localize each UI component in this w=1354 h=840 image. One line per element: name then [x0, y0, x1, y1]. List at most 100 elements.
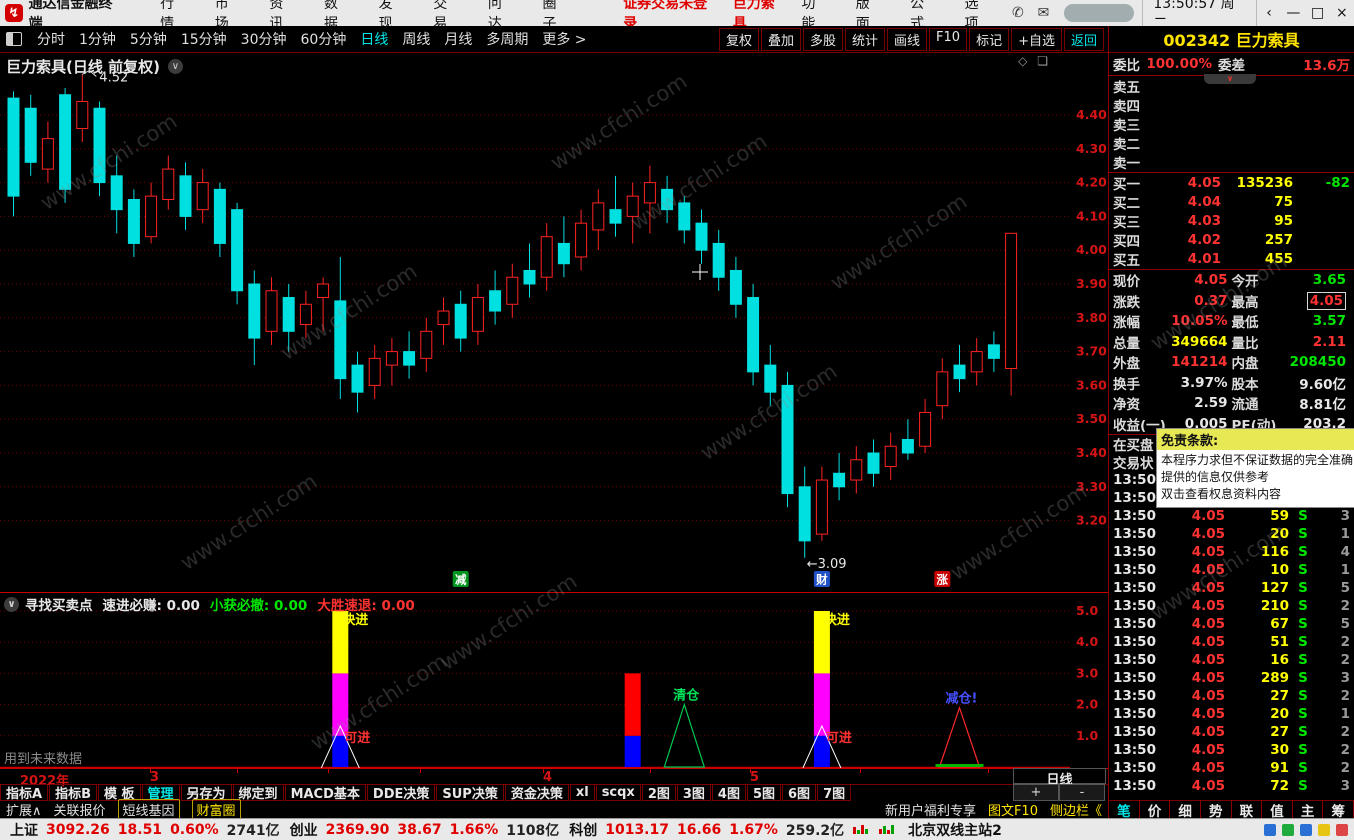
tape-row[interactable]: 13:50 4.05 72 S 3 [1109, 777, 1354, 795]
window-split-icon[interactable]: ❏ [1037, 54, 1048, 68]
indicator-tab[interactable]: 3图 [676, 784, 711, 802]
chevron-down-icon[interactable]: ∨ [4, 596, 19, 612]
close-button[interactable]: × [1336, 5, 1348, 21]
quote-section-row[interactable]: 在买盘 [1109, 435, 1354, 454]
zoom-out-button[interactable]: - [1059, 784, 1105, 801]
bottom-link[interactable]: 短线基因 [117, 799, 180, 820]
indicator-tab[interactable]: 5图 [746, 784, 782, 802]
tape-row[interactable]: 13:50 4.05 10 S 1 [1109, 561, 1354, 579]
back-button[interactable]: 返回 [1063, 27, 1104, 51]
period-item[interactable]: 多周期 [486, 32, 529, 48]
indicator-tab[interactable]: DDE决策 [366, 784, 436, 802]
tape-tab[interactable]: 细 [1170, 801, 1201, 820]
buy-level-row[interactable]: 买五 4.01 455 [1109, 250, 1354, 269]
sell-level-row[interactable]: 卖五 [1109, 76, 1354, 96]
indicator-tab[interactable]: SUP决策 [436, 784, 504, 802]
advance-decline-icon[interactable] [852, 821, 870, 839]
indicator-tab[interactable]: 指标A [0, 784, 49, 802]
toolbar-action-button[interactable]: 叠加 [760, 27, 801, 51]
indicator-tab[interactable]: 2图 [641, 784, 676, 802]
tape-row[interactable]: 13:50 4.05 127 S 5 [1109, 579, 1354, 597]
index-name[interactable]: 创业 [289, 823, 318, 839]
bottom-link[interactable]: 图文F10 [987, 804, 1038, 819]
avatar[interactable] [1064, 4, 1135, 22]
toolbar-action-button[interactable]: 画线 [887, 27, 928, 51]
indicator-tab[interactable]: scqx [595, 784, 641, 801]
tape-row[interactable]: 13:50 [1109, 471, 1354, 489]
tape-tab[interactable]: 联 [1232, 801, 1263, 820]
bottom-link[interactable]: 财富圈 [191, 799, 241, 820]
indicator-tab[interactable]: 4图 [711, 784, 746, 802]
zoom-in-button[interactable]: + [1013, 784, 1059, 801]
period-daily[interactable]: 日线 [360, 32, 389, 48]
toolbar-action-button[interactable]: F10 [929, 27, 968, 51]
stock-code-name[interactable]: 002342 巨力索具 [1109, 26, 1354, 53]
server-name[interactable]: 北京双线主站2 [908, 823, 1002, 839]
mail-icon[interactable]: ✉ [1037, 5, 1050, 21]
mobile-app-icon[interactable]: ✆ [1011, 5, 1024, 21]
status-tray-icon[interactable] [1282, 824, 1294, 836]
toolbar-action-button[interactable]: 统计 [845, 27, 886, 51]
dropdown-pill[interactable]: ∨ [1204, 74, 1256, 84]
indicator-tab[interactable]: xl [569, 784, 595, 801]
tape-row[interactable]: 13:50 4.05 30 S 2 [1109, 741, 1354, 759]
period-item[interactable]: 分时 [37, 32, 65, 48]
period-item[interactable]: 60分钟 [300, 32, 347, 48]
toolbar-action-button[interactable]: 标记 [969, 27, 1010, 51]
tape-tab[interactable]: 势 [1201, 801, 1232, 820]
tape-tab[interactable]: 主 [1293, 801, 1324, 820]
status-tray-icon[interactable] [1318, 824, 1330, 836]
tape-tab[interactable]: 值 [1262, 801, 1293, 820]
tape-tab[interactable]: 笔 [1109, 801, 1140, 820]
status-tray-icon[interactable] [1300, 824, 1312, 836]
indicator-tab[interactable]: MACD基本 [284, 784, 366, 802]
tape-row[interactable]: 13:50 4.05 116 S 4 [1109, 543, 1354, 561]
indicator-tab[interactable]: 另存为 [180, 784, 232, 802]
diamond-icon[interactable]: ◇ [1018, 54, 1028, 68]
sell-level-row[interactable]: 卖二 [1109, 134, 1354, 153]
period-item[interactable]: 5分钟 [129, 32, 167, 48]
sell-level-row[interactable]: 卖三 [1109, 114, 1354, 134]
layout-icon[interactable] [6, 32, 22, 46]
tape-row[interactable]: 13:50 4.05 51 S 2 [1109, 633, 1354, 651]
advance-decline-icon[interactable] [878, 821, 896, 839]
tape-tab[interactable]: 筹 [1323, 801, 1354, 820]
indicator-tab[interactable]: 7图 [817, 784, 852, 802]
status-tray-icon[interactable] [1336, 824, 1348, 836]
tape-row[interactable]: 13:50 4.05 91 S 2 [1109, 759, 1354, 777]
indicator-tab[interactable]: 6图 [782, 784, 817, 802]
tape-row[interactable]: 13:50 4.05 67 S 5 [1109, 615, 1354, 633]
tape-tab[interactable]: 价 [1140, 801, 1171, 820]
toolbar-action-button[interactable]: +自选 [1011, 27, 1062, 51]
bottom-link[interactable]: 新用户福利专享 [884, 804, 976, 819]
maximize-button[interactable]: □ [1310, 5, 1325, 21]
tape-row[interactable]: 13:50 4.05 27 S 2 [1109, 723, 1354, 741]
sell-level-row[interactable]: 卖一 [1109, 153, 1354, 172]
tape-row[interactable]: 13:50 4.05 20 S 1 [1109, 705, 1354, 723]
toolbar-action-button[interactable]: 复权 [718, 27, 759, 51]
chart-corner-icons[interactable]: ◇ ❏ [1018, 54, 1048, 68]
period-item[interactable]: 30分钟 [240, 32, 287, 48]
bottom-link[interactable]: 关联报价 [53, 804, 106, 819]
tape-row[interactable]: 13:50 [1109, 489, 1354, 507]
period-item[interactable]: 周线 [402, 32, 431, 48]
toolbar-action-button[interactable]: 多股 [802, 27, 843, 51]
quote-section-row[interactable]: 交易状 [1109, 453, 1354, 472]
sell-level-row[interactable]: 卖四 [1109, 95, 1354, 115]
period-item[interactable]: 1分钟 [79, 32, 116, 48]
period-item[interactable]: 更多 > [542, 32, 587, 48]
indicator-pane[interactable]: ∨ 寻找买卖点 速进必赚: 0.00 小获必撤: 0.00 大胜速退: 0.00 用… [0, 592, 1108, 769]
period-item[interactable]: 15分钟 [180, 32, 227, 48]
tape-row[interactable]: 13:50 4.05 59 S 3 [1109, 507, 1354, 525]
index-name[interactable]: 上证 [10, 823, 38, 839]
tape-row[interactable]: 13:50 4.05 289 S 3 [1109, 669, 1354, 687]
index-name[interactable]: 科创 [569, 823, 598, 839]
bottom-link[interactable]: 侧边栏《 [1049, 804, 1102, 819]
chevron-down-icon[interactable]: ∨ [167, 59, 183, 74]
indicator-tab[interactable]: 指标B [49, 784, 97, 802]
buy-level-row[interactable]: 买三 4.03 95 [1109, 211, 1354, 231]
buy-level-row[interactable]: 买二 4.04 75 [1109, 192, 1354, 212]
indicator-tab[interactable]: 管理 [141, 784, 180, 802]
tape-row[interactable]: 13:50 4.05 27 S 2 [1109, 687, 1354, 705]
status-tray-icon[interactable] [1264, 824, 1276, 836]
